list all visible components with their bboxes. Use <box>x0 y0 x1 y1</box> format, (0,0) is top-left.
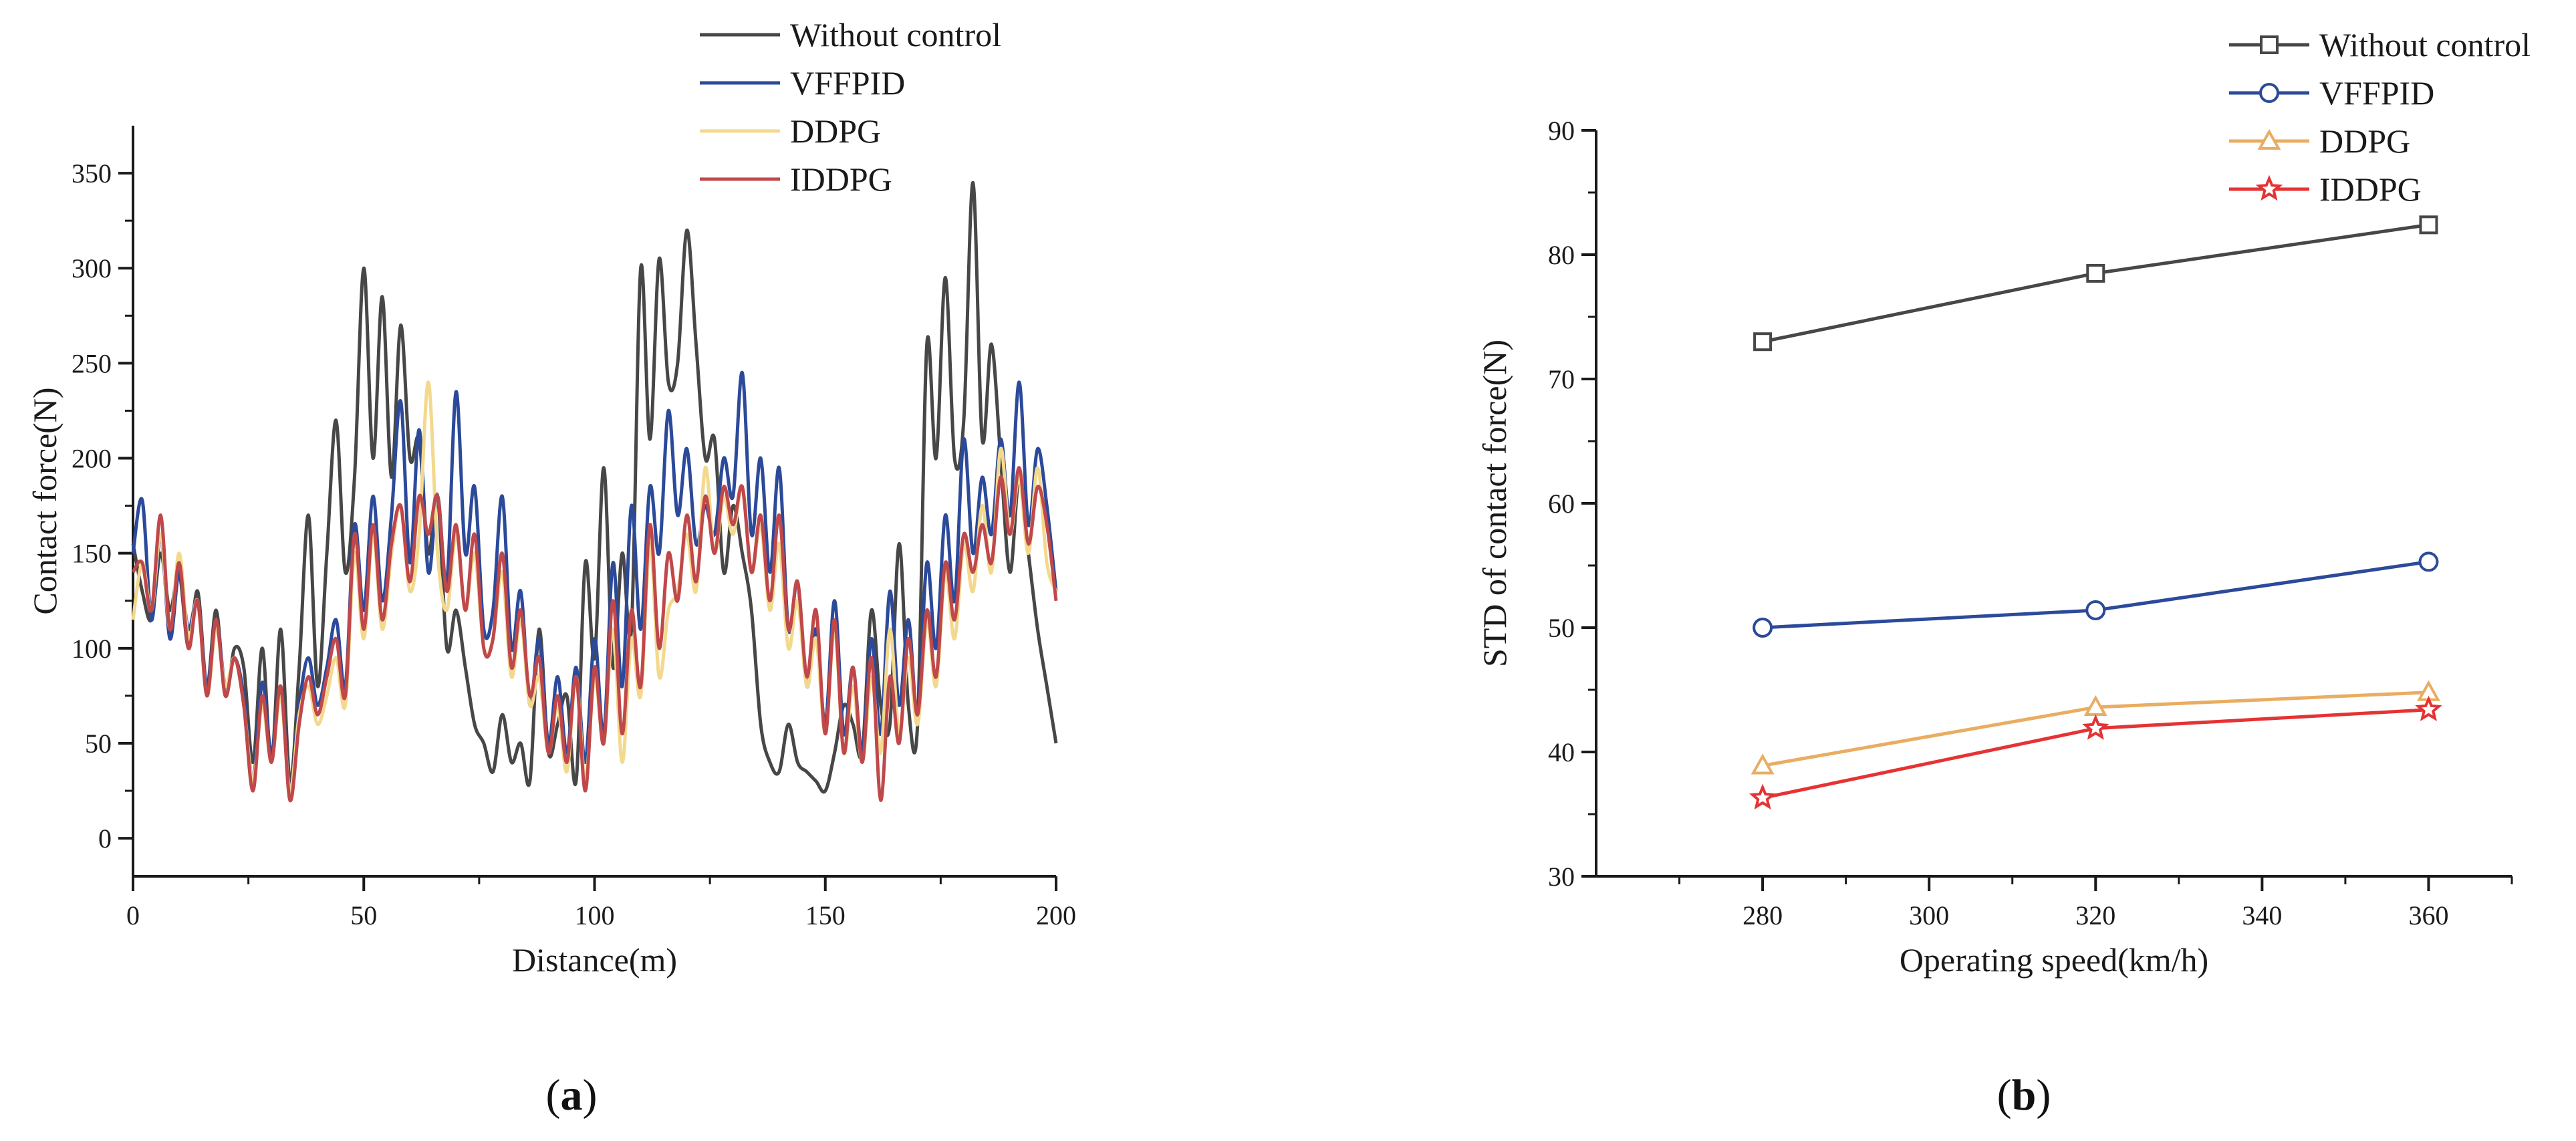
x-axis-label: Distance(m) <box>512 941 677 979</box>
y-tick-label: 40 <box>1548 737 1575 767</box>
legend-iddpg-marker <box>2255 174 2283 201</box>
series-without-control-point <box>2086 263 2105 283</box>
y-tick-label: 150 <box>72 539 112 569</box>
x-tick-label: 0 <box>126 900 140 930</box>
legend-vffpid-marker <box>2259 83 2279 103</box>
x-tick-label: 320 <box>2075 900 2115 930</box>
legend-ddpg-text: DDPG <box>2319 122 2410 160</box>
legend-without-control-marker <box>2260 35 2279 54</box>
y-tick-label: 100 <box>72 634 112 664</box>
legend-ddpg-text: DDPG <box>790 112 881 150</box>
series-iddpg-point <box>1749 783 1777 810</box>
y-axis-label: STD of contact force(N) <box>1476 340 1513 667</box>
legend-iddpg-text: IDDPG <box>2319 170 2422 208</box>
y-tick-label: 300 <box>72 253 112 283</box>
x-tick-label: 100 <box>575 900 615 930</box>
series-vffpid-point <box>1753 618 1773 638</box>
series-iddpg-line <box>131 466 1058 803</box>
series-ddpg-point <box>1751 753 1775 775</box>
y-axis-label: Contact force(N) <box>26 387 63 614</box>
legend-without-control-text: Without control <box>2319 26 2531 64</box>
legend-vffpid-text: VFFPID <box>2319 74 2434 112</box>
y-tick-label: 90 <box>1548 116 1575 146</box>
x-tick-label: 280 <box>1743 900 1783 930</box>
x-tick-label: 360 <box>2408 900 2448 930</box>
x-tick-label: 340 <box>2242 900 2282 930</box>
y-tick-label: 200 <box>72 444 112 474</box>
x-axis-label: Operating speed(km/h) <box>1900 941 2208 979</box>
chart-a: 0 50 100 150 200 0 50 100 150 200 250 300 350 Distanc… <box>26 16 1076 1120</box>
series-vffpid-point <box>2085 600 2106 620</box>
series-iddpg-point <box>2415 695 2442 721</box>
y-tick-label: 80 <box>1548 240 1575 270</box>
legend-iddpg-text: IDDPG <box>790 160 892 198</box>
y-tick-label: 50 <box>1548 613 1575 643</box>
series-vffpid-point <box>2418 551 2439 572</box>
x-tick-label: 300 <box>1909 900 1949 930</box>
x-tick-label: 50 <box>350 900 377 930</box>
series-iddpg-point <box>2082 714 2109 740</box>
y-tick-label: 60 <box>1548 489 1575 519</box>
y-tick-label: 50 <box>85 729 112 759</box>
chart-b: 280 300 320 340 360 30 40 50 60 70 80 90 Operating s… <box>1476 26 2531 1120</box>
legend-ddpg-marker <box>2257 128 2281 150</box>
series-without-control-line <box>1762 223 2429 344</box>
series-without-control-point <box>1753 332 1773 352</box>
legend-vffpid-text: VFFPID <box>790 64 905 102</box>
y-tick-label: 350 <box>72 158 112 188</box>
series-without-control-point <box>2419 215 2438 235</box>
y-tick-label: 70 <box>1548 364 1575 394</box>
panel-label: (a) <box>546 1071 598 1120</box>
legend-without-control-text: Without control <box>790 16 1001 53</box>
x-tick-label: 150 <box>805 900 846 930</box>
y-tick-label: 0 <box>98 823 112 854</box>
y-tick-label: 250 <box>72 348 112 378</box>
y-tick-label: 30 <box>1548 862 1575 892</box>
panel-label: (b) <box>1997 1071 2051 1120</box>
x-tick-label: 200 <box>1036 900 1076 930</box>
